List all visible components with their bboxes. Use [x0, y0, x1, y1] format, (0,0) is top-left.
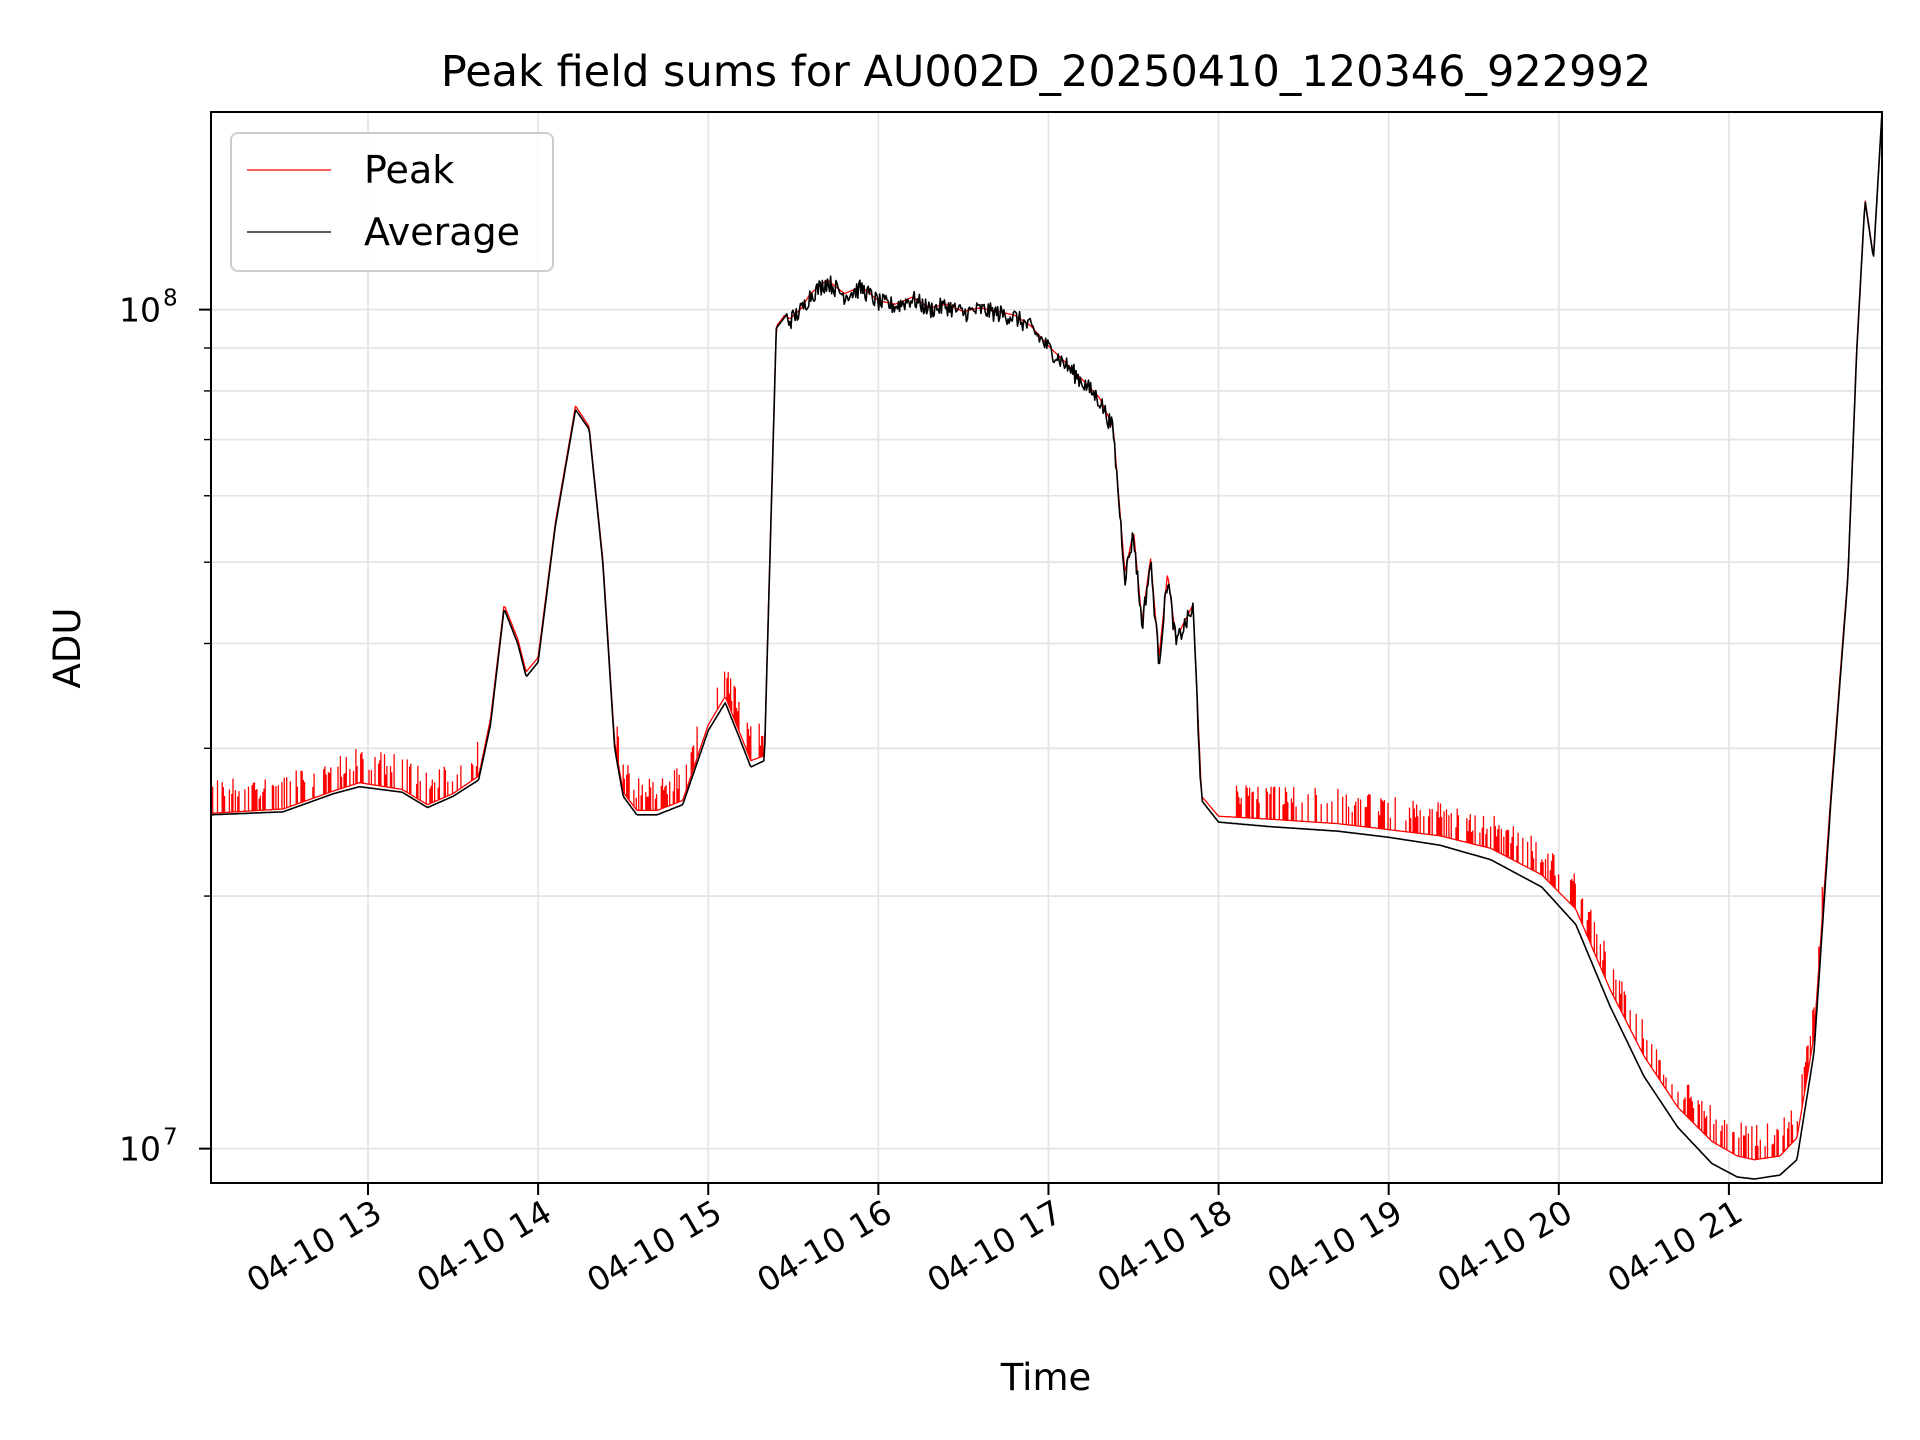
x-axis-label: Time [1000, 1356, 1092, 1399]
legend-average-label: Average [364, 210, 520, 254]
grid [211, 112, 1882, 1183]
legend-peak-label: Peak [364, 148, 454, 192]
legend-box [230, 132, 554, 272]
y-tick-label: 10 [119, 291, 161, 330]
legend: Peak Average [230, 132, 554, 272]
y-tick-exponent: 7 [163, 1125, 178, 1151]
y-axis-label: ADU [46, 608, 89, 689]
series-layer [211, 111, 1883, 1180]
y-tick-exponent: 8 [163, 286, 178, 312]
y-tick-label: 10 [119, 1130, 161, 1169]
series-peak-line [211, 111, 1883, 1161]
y-tick-base: 10 [119, 291, 161, 330]
plot-frame [210, 111, 1883, 1184]
chart-title: Peak field sums for AU002D_20250410_1203… [441, 47, 1651, 97]
series-average-line [211, 111, 1883, 1180]
y-tick-base: 10 [119, 1130, 161, 1169]
